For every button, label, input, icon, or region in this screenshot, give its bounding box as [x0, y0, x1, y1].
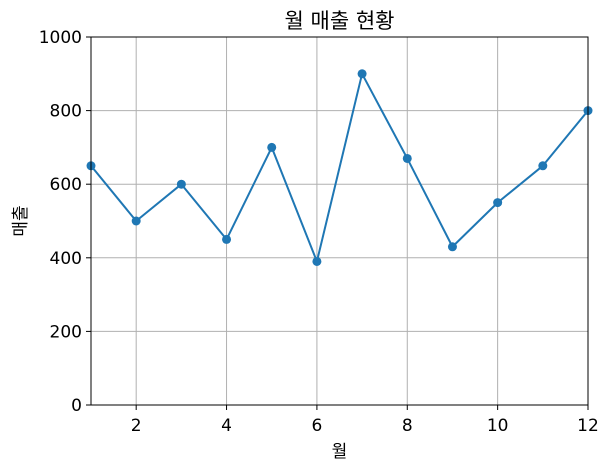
y-tick-label: 400: [50, 249, 82, 269]
x-tick-label: 8: [402, 416, 413, 436]
x-tick-label: 4: [221, 416, 232, 436]
data-point: [493, 198, 503, 208]
y-tick-label: 800: [50, 102, 82, 122]
data-point: [131, 216, 141, 226]
data-point: [357, 69, 367, 79]
y-axis-label: 매출: [11, 205, 31, 236]
y-tick-label: 0: [71, 396, 82, 416]
x-axis-label: 월: [332, 442, 348, 462]
x-tick-label: 10: [487, 416, 509, 436]
x-tick-label: 6: [311, 416, 322, 436]
series-layer: [86, 69, 593, 266]
data-point: [267, 142, 277, 152]
series-line: [90, 72, 589, 263]
data-point: [447, 242, 457, 252]
x-tick-label: 12: [577, 416, 599, 436]
x-tick-label: 2: [131, 416, 142, 436]
x-axis: 2 4 6 8 10 12: [131, 405, 599, 436]
grid: [91, 36, 589, 406]
plot-frame: [90, 36, 589, 406]
y-tick-label: 200: [50, 322, 82, 342]
y-axis: 0 200 400 600 800 1000: [39, 28, 91, 416]
data-point: [312, 256, 322, 266]
data-point: [402, 153, 412, 163]
y-tick-label: 1000: [39, 28, 82, 48]
data-point: [538, 161, 548, 171]
y-tick-label: 600: [50, 175, 82, 195]
data-point: [222, 234, 232, 244]
data-point: [176, 179, 186, 189]
chart-title: 월 매출 현황: [285, 9, 395, 33]
